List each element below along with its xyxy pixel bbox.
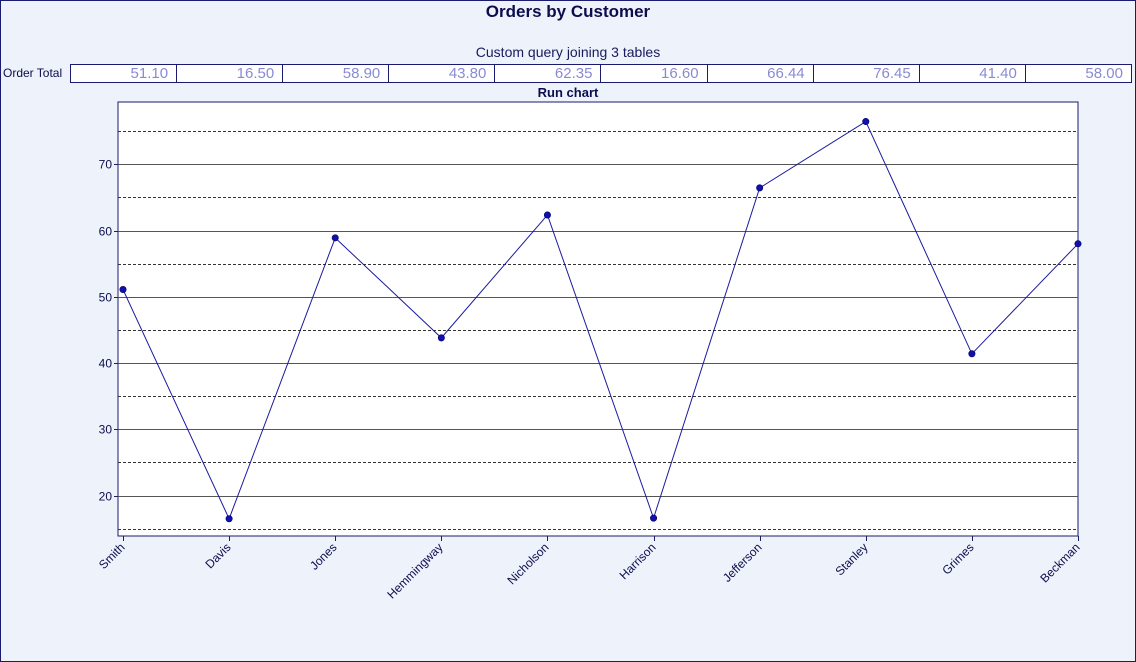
order-total-cell: 62.35 [494, 65, 600, 82]
x-tick-label: Jones [307, 540, 340, 573]
order-total-cell: 58.90 [282, 65, 388, 82]
y-tick-label: 60 [99, 225, 113, 239]
order-total-cell: 66.44 [706, 65, 813, 82]
order-total-cell: 16.60 [600, 65, 706, 82]
data-point [756, 184, 764, 192]
data-point [1074, 240, 1082, 248]
x-tick-label: Davis [202, 540, 233, 571]
data-point [225, 515, 233, 523]
plot-area [117, 101, 1079, 537]
data-point [862, 118, 870, 126]
data-point [650, 514, 658, 522]
x-tick-label: Beckman [1037, 540, 1082, 585]
order-total-cell: 41.40 [918, 65, 1025, 82]
data-point [437, 334, 445, 342]
series-line [122, 120, 1079, 521]
y-tick-label: 20 [99, 490, 113, 504]
y-tick-label: 40 [99, 357, 113, 371]
order-total-cell: 76.45 [812, 65, 919, 82]
data-point [543, 211, 551, 219]
order-total-row: 51.10 16.50 58.90 43.80 62.35 16.60 66.4… [70, 64, 1132, 83]
data-point [331, 234, 339, 242]
y-tick-label: 50 [99, 291, 113, 305]
x-tick-label: Jefferson [720, 540, 765, 585]
chart-title: Run chart [537, 85, 599, 100]
x-tick-label: Stanley [832, 540, 870, 578]
order-total-cell: 16.50 [176, 65, 282, 82]
order-total-label: Order Total [3, 66, 63, 80]
y-tick-label: 30 [99, 423, 113, 437]
y-tick-label: 70 [99, 158, 113, 172]
page-subtitle: Custom query joining 3 tables [475, 44, 661, 60]
page-title: Orders by Customer [485, 2, 651, 21]
x-tick-label: Harrison [617, 540, 659, 582]
data-point [119, 286, 127, 294]
order-total-cell: 51.10 [130, 65, 169, 82]
x-tick-label: Nicholson [504, 540, 551, 587]
x-tick-label: Hemmingway [384, 540, 445, 601]
data-point [968, 350, 976, 358]
order-total-cell: 58.00 [1024, 65, 1131, 82]
x-tick-label: Grimes [939, 540, 976, 577]
x-tick-label: Smith [96, 540, 128, 572]
order-total-cell: 43.80 [388, 65, 494, 82]
